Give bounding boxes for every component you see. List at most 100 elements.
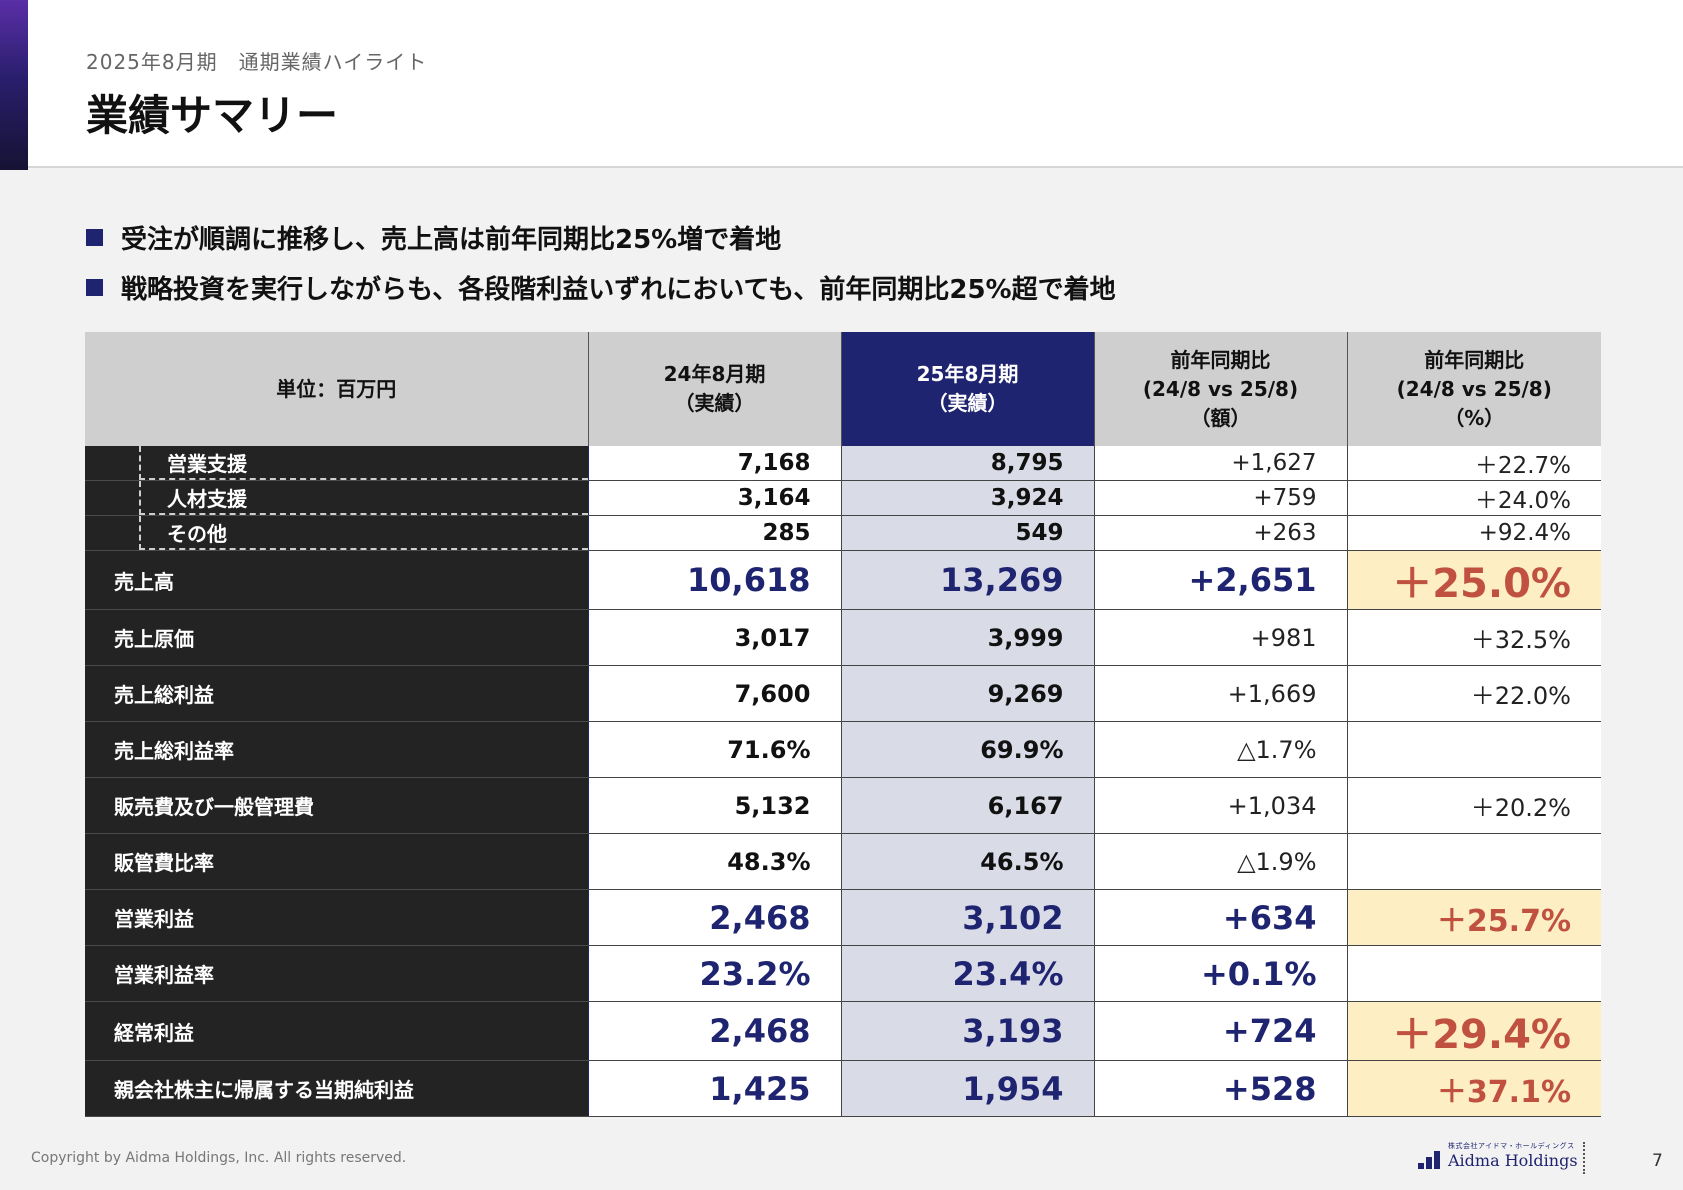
table-row: 営業支援 7,168 8,795 +1,627 ＋22.7% <box>85 446 1601 481</box>
fy25-value: 23.4% <box>841 945 1095 1002</box>
fy24-header: 24年8月期 （実績） <box>588 332 842 446</box>
page-number: 7 <box>1652 1151 1663 1171</box>
row-label: 売上原価 <box>85 609 589 666</box>
table-row: 売上原価 3,017 3,999 +981 ＋32.5% <box>85 609 1601 666</box>
yoy-percent: +92.4% <box>1347 515 1601 551</box>
table-row: 販管費比率 48.3% 46.5% △1.9% <box>85 833 1601 890</box>
yoy-amount: +634 <box>1094 889 1348 946</box>
table-row: 親会社株主に帰属する当期純利益 1,425 1,954 +528 ＋37.1% <box>85 1060 1601 1117</box>
yoy-amount: +981 <box>1094 609 1348 666</box>
fy24-value: 23.2% <box>588 945 842 1002</box>
table-row: 営業利益率 23.2% 23.4% +0.1% <box>85 945 1601 1002</box>
table-row: 販売費及び一般管理費 5,132 6,167 +1,034 ＋20.2% <box>85 777 1601 834</box>
fy25-value: 3,999 <box>841 609 1095 666</box>
fy25-value: 13,269 <box>841 550 1095 610</box>
fy24-value: 3,017 <box>588 609 842 666</box>
page-title: 業績サマリー <box>86 91 339 140</box>
yoy-percent-header: 前年同期比 (24/8 vs 25/8) （%） <box>1347 332 1601 446</box>
row-label: 販売費及び一般管理費 <box>85 777 589 834</box>
accent-bar <box>0 0 28 170</box>
fy24-value: 48.3% <box>588 833 842 890</box>
slide-header: 2025年8月期 通期業績ハイライト 業績サマリー <box>0 0 1683 170</box>
row-label: 営業利益 <box>85 889 589 946</box>
fy24-value: 7,600 <box>588 665 842 722</box>
row-label: 営業利益率 <box>85 945 589 1002</box>
unit-header: 単位：百万円 <box>85 332 589 446</box>
square-bullet-icon <box>86 278 103 296</box>
row-label: 売上総利益 <box>85 665 589 722</box>
table-row: 売上高 10,618 13,269 +2,651 ＋25.0% <box>85 550 1601 610</box>
yoy-percent <box>1347 833 1601 890</box>
table-row: その他 285 549 +263 +92.4% <box>85 515 1601 551</box>
fy24-value: 2,468 <box>588 1001 842 1061</box>
bullet-text: 戦略投資を実行しながらも、各段階利益いずれにおいても、前年同期比25%超で着地 <box>121 274 1116 305</box>
yoy-percent: ＋20.2% <box>1347 777 1601 834</box>
yoy-amount: +2,651 <box>1094 550 1348 610</box>
fy25-value: 3,924 <box>841 480 1095 516</box>
yoy-amount: +1,627 <box>1094 446 1348 481</box>
yoy-amount: +1,034 <box>1094 777 1348 834</box>
yoy-percent <box>1347 721 1601 778</box>
fy24-value: 1,425 <box>588 1060 842 1117</box>
yoy-amount-header: 前年同期比 (24/8 vs 25/8) （額） <box>1094 332 1348 446</box>
table-row: 売上総利益率 71.6% 69.9% △1.7% <box>85 721 1601 778</box>
slide-subtitle: 2025年8月期 通期業績ハイライト <box>86 50 428 74</box>
fy25-value: 3,193 <box>841 1001 1095 1061</box>
yoy-percent: ＋24.0% <box>1347 480 1601 516</box>
row-label: 人材支援 <box>85 480 589 516</box>
row-label: 親会社株主に帰属する当期純利益 <box>85 1060 589 1117</box>
table-row: 売上総利益 7,600 9,269 +1,669 ＋22.0% <box>85 665 1601 722</box>
yoy-amount: +528 <box>1094 1060 1348 1117</box>
fy25-value: 46.5% <box>841 833 1095 890</box>
row-label: 販管費比率 <box>85 833 589 890</box>
yoy-percent: ＋22.7% <box>1347 446 1601 481</box>
fy25-value: 9,269 <box>841 665 1095 722</box>
fy24-value: 10,618 <box>588 550 842 610</box>
yoy-amount: +1,669 <box>1094 665 1348 722</box>
copyright-text: Copyright by Aidma Holdings, Inc. All ri… <box>31 1150 407 1166</box>
yoy-percent: ＋32.5% <box>1347 609 1601 666</box>
fy25-value: 69.9% <box>841 721 1095 778</box>
table-row: 営業利益 2,468 3,102 +634 ＋25.7% <box>85 889 1601 946</box>
fy24-value: 71.6% <box>588 721 842 778</box>
fy25-value: 549 <box>841 515 1095 551</box>
table-row: 経常利益 2,468 3,193 +724 ＋29.4% <box>85 1001 1601 1061</box>
building-blocks-icon <box>1418 1151 1442 1169</box>
fy25-value: 3,102 <box>841 889 1095 946</box>
yoy-percent: ＋25.0% <box>1347 550 1601 610</box>
footer-divider <box>1583 1142 1585 1174</box>
bullet-list: 受注が順調に推移し、売上高は前年同期比25%増で着地 戦略投資を実行しながらも、… <box>86 212 1116 312</box>
fy24-value: 3,164 <box>588 480 842 516</box>
yoy-amount: +263 <box>1094 515 1348 551</box>
row-label: その他 <box>85 515 589 551</box>
yoy-amount: △1.9% <box>1094 833 1348 890</box>
logo-company-name: Aidma Holdings <box>1448 1151 1578 1170</box>
yoy-percent: ＋22.0% <box>1347 665 1601 722</box>
square-bullet-icon <box>86 228 103 246</box>
table-header-row: 単位：百万円 24年8月期 （実績） 25年8月期 （実績） 前年同期比 (24… <box>85 332 1601 446</box>
yoy-percent: ＋29.4% <box>1347 1001 1601 1061</box>
yoy-amount: △1.7% <box>1094 721 1348 778</box>
yoy-percent <box>1347 945 1601 1002</box>
fy25-value: 6,167 <box>841 777 1095 834</box>
row-label: 経常利益 <box>85 1001 589 1061</box>
fy24-value: 2,468 <box>588 889 842 946</box>
row-label: 営業支援 <box>85 446 589 481</box>
fy24-value: 5,132 <box>588 777 842 834</box>
fy25-value: 8,795 <box>841 446 1095 481</box>
table-row: 人材支援 3,164 3,924 +759 ＋24.0% <box>85 480 1601 516</box>
yoy-percent: ＋25.7% <box>1347 889 1601 946</box>
row-label: 売上高 <box>85 550 589 610</box>
bullet-item: 戦略投資を実行しながらも、各段階利益いずれにおいても、前年同期比25%超で着地 <box>86 262 1116 312</box>
fy25-value: 1,954 <box>841 1060 1095 1117</box>
row-label: 売上総利益率 <box>85 721 589 778</box>
logo-company-name-jp: 株式会社アイドマ・ホールディングス <box>1448 1142 1575 1150</box>
results-summary-table: 単位：百万円 24年8月期 （実績） 25年8月期 （実績） 前年同期比 (24… <box>85 332 1601 1117</box>
fy24-value: 285 <box>588 515 842 551</box>
company-logo: 株式会社アイドマ・ホールディングス Aidma Holdings <box>1418 1143 1578 1169</box>
bullet-text: 受注が順調に推移し、売上高は前年同期比25%増で着地 <box>121 224 782 255</box>
bullet-item: 受注が順調に推移し、売上高は前年同期比25%増で着地 <box>86 212 1116 262</box>
yoy-percent: ＋37.1% <box>1347 1060 1601 1117</box>
fy24-value: 7,168 <box>588 446 842 481</box>
yoy-amount: +724 <box>1094 1001 1348 1061</box>
